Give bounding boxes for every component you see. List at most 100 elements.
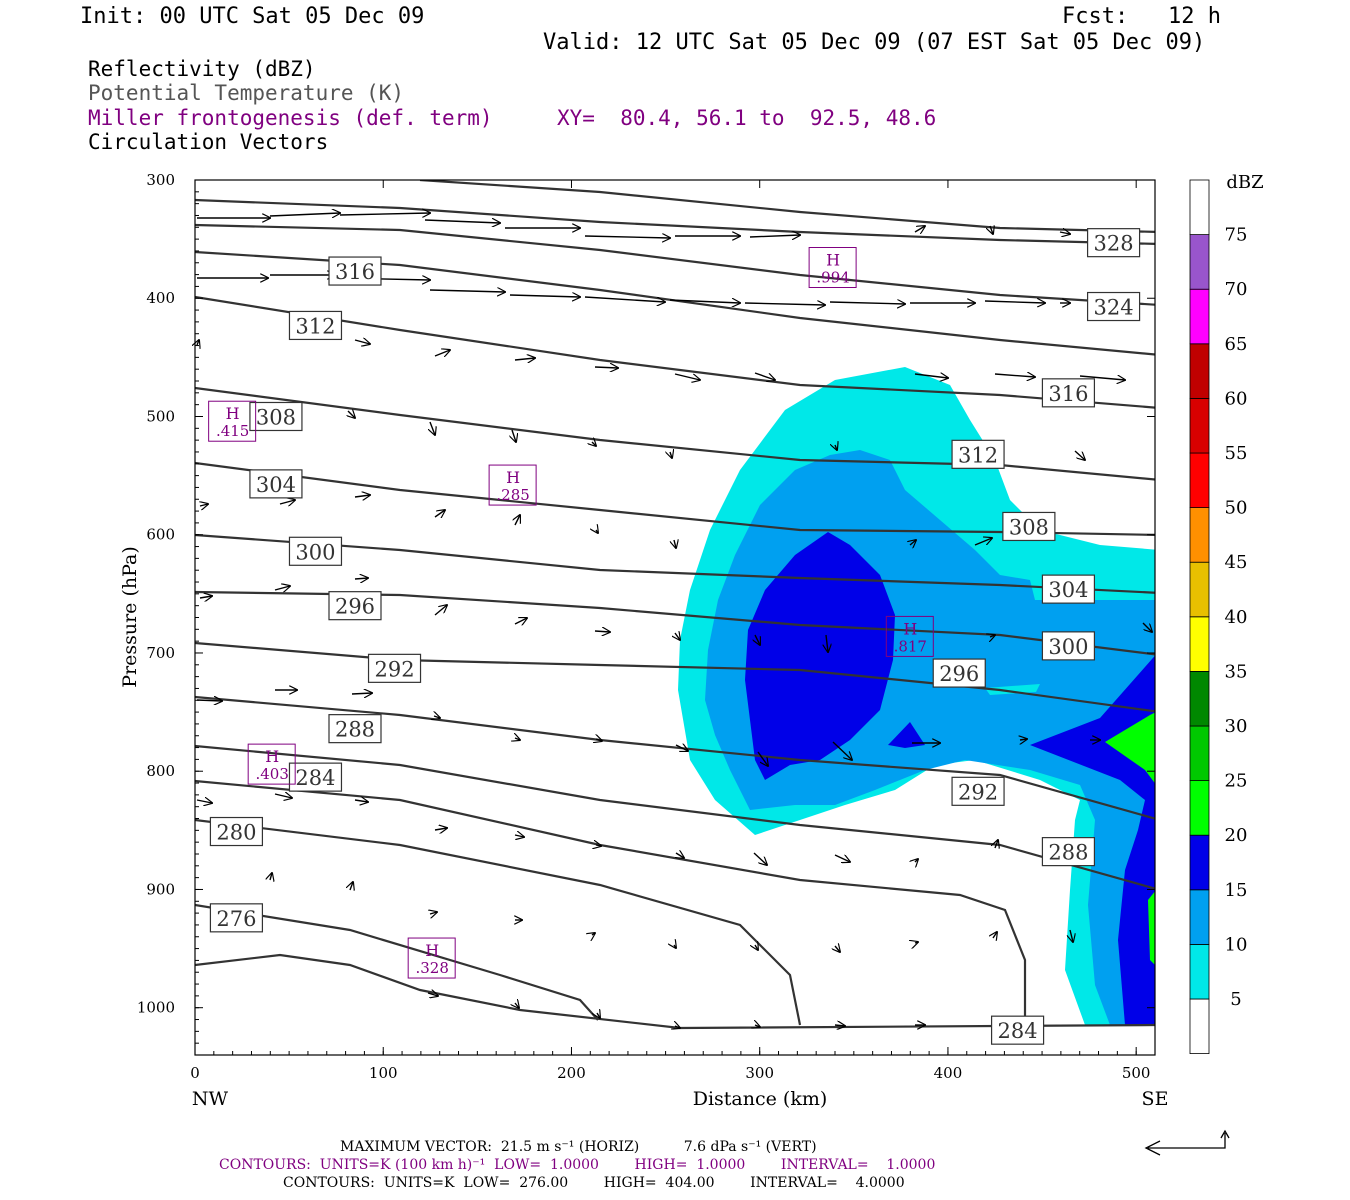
colorbar-swatch [1189,507,1210,563]
circulation-vector [269,213,340,216]
xsec-endpoints: XY= 80.4, 56.1 to 92.5, 48.6 [557,106,937,130]
axis-ticks [194,179,1155,1056]
theta-line-332 [419,180,1155,233]
svg-text:H: H [425,941,439,960]
footer-vector-info: MAXIMUM VECTOR: 21.5 m s⁻¹ (HORIZ) 7.6 d… [340,1139,817,1155]
circulation-vector [674,945,676,948]
svg-text:304: 304 [256,473,296,497]
circulation-vector [755,945,758,950]
colorbar-swatch [1189,234,1210,290]
circulation-vector [514,835,524,837]
theta-line-312 [195,386,1155,481]
circulation-vector [674,373,700,380]
x-tick-label: 400 [934,1064,963,1082]
svg-text:H: H [903,619,917,638]
circulation-vector [274,794,292,798]
circulation-vector [974,538,992,546]
circulation-vector [753,852,767,865]
colorbar-level-label: 65 [1225,334,1248,355]
circulation-vector [434,605,447,616]
theta-label: 312 [951,439,1005,469]
y-tick-label: 300 [146,171,175,189]
refl-20dbz-low [1148,891,1155,965]
svg-text:312: 312 [295,314,335,338]
circulation-vector [915,942,918,943]
x-axis-title: Distance (km) [693,1088,828,1110]
colorbar-level-label: 75 [1225,225,1248,246]
x-tick-label: 200 [557,1064,586,1082]
svg-text:296: 296 [939,662,979,686]
circulation-vector [914,226,925,232]
y-axis-labels: 300 400 500 600 700 800 900 1000 [137,171,175,1017]
circulation-vector [669,300,740,303]
circulation-vector [199,596,212,598]
miller-maximum: H.817 [885,615,934,657]
y-tick-label: 400 [146,289,175,307]
circulation-vector [514,618,527,624]
reference-vector [1144,1129,1230,1156]
theta-labels: 328 324 316 316 312 312 308 308 304 304 300 300 296 2… [209,228,1141,1045]
colorbar-swatch [1189,998,1210,1054]
colorbar-level-label: 40 [1225,607,1248,628]
circulation-vectors [197,213,1152,1028]
circulation-vector [354,340,370,344]
circulation-vector [834,1025,845,1026]
x-tick-label: 0 [190,1064,200,1082]
circulation-vector [834,854,850,862]
svg-text:312: 312 [958,443,998,467]
svg-text:316: 316 [1048,382,1088,406]
theta-label: 300 [288,536,343,566]
svg-text:.817: .817 [894,637,927,655]
circulation-vector [990,226,993,234]
theta-label: 308 [249,401,303,432]
svg-text:288: 288 [1048,841,1088,865]
circulation-vector [757,751,768,766]
theta-line-316 [195,295,1155,409]
colorbar-level-label: 30 [1225,716,1248,737]
circulation-vector [434,716,440,718]
circulation-vector [990,635,995,637]
svg-text:H: H [506,468,520,487]
circulation-vector [675,1026,680,1028]
circulation-vector [1079,376,1125,380]
circulation-vector [993,932,997,938]
svg-text:292: 292 [374,657,414,681]
y-tick-label: 900 [146,880,175,898]
circulation-vector [196,800,212,803]
circulation-vector [430,421,435,435]
circulation-vector [515,515,520,526]
colorbar-level-label: 55 [1225,443,1248,464]
svg-text:280: 280 [216,821,256,845]
theta-label: 312 [288,310,343,341]
colorbar-swatch [1189,452,1210,508]
circulation-vector [592,933,595,935]
colorbar-level-label: 25 [1225,771,1248,792]
y-tick-label: 500 [146,407,175,425]
theta-label: 316 [328,256,382,286]
circulation-vector [835,445,837,450]
x-axis-labels: 0 100 200 300 400 500 [190,1064,1150,1082]
circulation-vector [984,301,1045,303]
circulation-vector [597,1013,600,1018]
colorbar-level-label: 60 [1225,388,1248,409]
refl-10dbz-gap [985,684,1040,695]
svg-text:288: 288 [335,718,375,742]
circulation-vector [354,800,368,802]
svg-text:.285: .285 [496,486,529,504]
colorbar-swatch [1189,944,1210,1000]
miller-maximum: H.994 [808,247,857,288]
svg-text:284: 284 [295,766,335,790]
theta-label: 292 [951,776,1005,806]
theta-label: 296 [328,591,382,621]
circulation-vector [755,1025,760,1027]
circulation-vector [596,530,598,533]
theta-line-296 [195,641,1155,713]
svg-text:H: H [226,404,240,423]
circulation-vector [197,340,199,345]
circulation-vector [749,235,800,237]
se-endpoint-label: SE [1142,1088,1169,1110]
refl-15dbz-lobe [888,722,925,748]
svg-text:328: 328 [1094,232,1134,256]
miller-maximum: H.328 [407,937,456,979]
circulation-vector [914,374,948,378]
